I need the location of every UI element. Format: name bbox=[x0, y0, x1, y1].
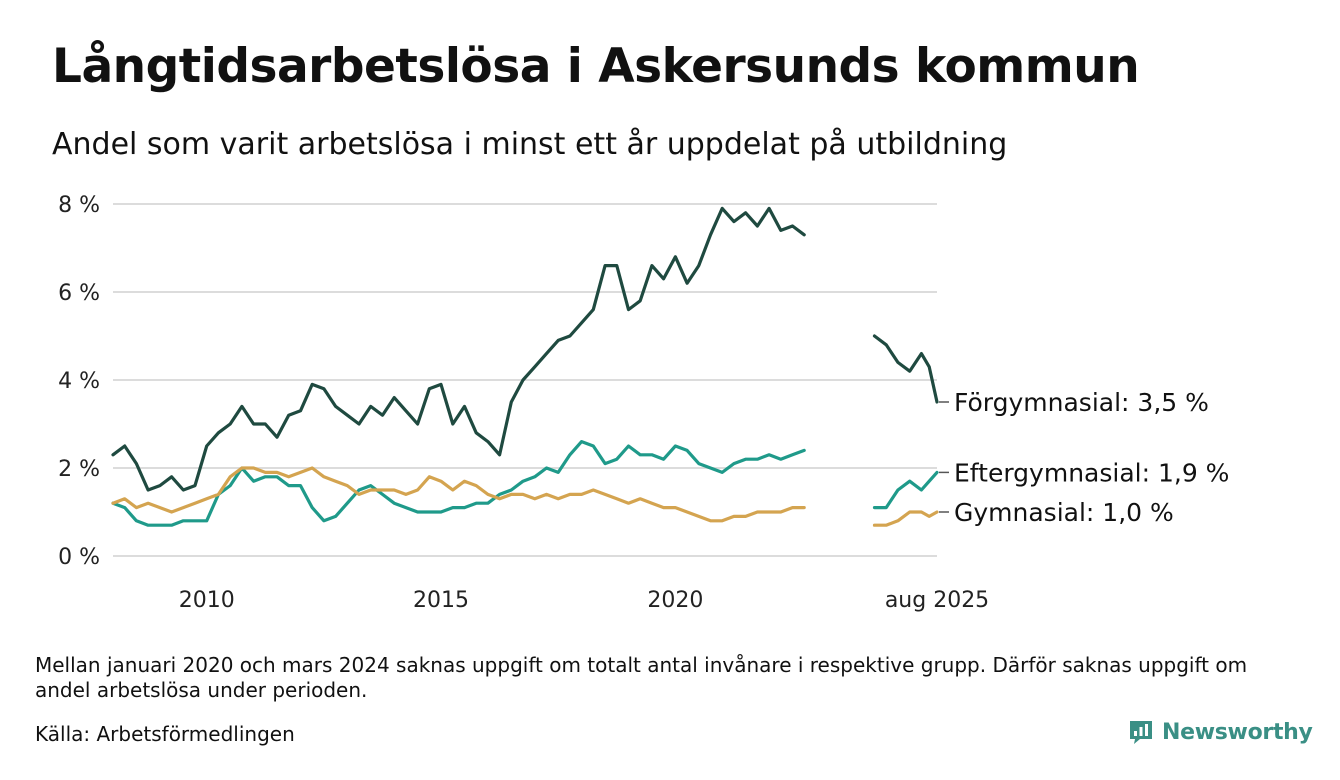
end-label-eftergymnasial: Eftergymnasial: 1,9 % bbox=[954, 458, 1229, 487]
footnote: Mellan januari 2020 och mars 2024 saknas… bbox=[35, 653, 1248, 702]
chart-subtitle: Andel som varit arbetslösa i minst ett å… bbox=[52, 127, 1008, 162]
brand-name: Newsworthy bbox=[1162, 719, 1313, 745]
y-tick-label: 4 % bbox=[58, 369, 100, 394]
y-tick-label: 0 % bbox=[58, 545, 100, 570]
x-tick-label: 2010 bbox=[179, 588, 235, 613]
end-label-förgymnasial: Förgymnasial: 3,5 % bbox=[954, 388, 1209, 417]
line-chart: 0 % 2 % 4 % 6 % 8 % 2010 2015 2020 aug 2025 Förgy… bbox=[58, 193, 1229, 613]
series-line-förgymnasial bbox=[111, 206, 806, 492]
newsworthy-brand[interactable]: Newsworthy bbox=[1128, 716, 1313, 748]
y-tick-label: 8 % bbox=[58, 193, 100, 218]
series-line-eftergymnasial bbox=[872, 470, 939, 510]
series-line-gymnasial bbox=[872, 510, 939, 527]
series-line-gymnasial bbox=[111, 466, 806, 523]
newsworthy-logo-icon bbox=[1130, 721, 1152, 744]
series-line-förgymnasial bbox=[872, 334, 939, 404]
x-tick-label: aug 2025 bbox=[885, 588, 989, 613]
y-tick-label: 6 % bbox=[58, 281, 100, 306]
series-line-eftergymnasial bbox=[111, 440, 806, 527]
source-text: Källa: Arbetsförmedlingen bbox=[35, 722, 295, 746]
end-label-gymnasial: Gymnasial: 1,0 % bbox=[954, 498, 1174, 527]
x-tick-label: 2015 bbox=[413, 588, 469, 613]
y-tick-label: 2 % bbox=[58, 457, 100, 482]
x-tick-label: 2020 bbox=[647, 588, 703, 613]
chart-title: Långtidsarbetslösa i Askersunds kommun bbox=[52, 39, 1140, 94]
